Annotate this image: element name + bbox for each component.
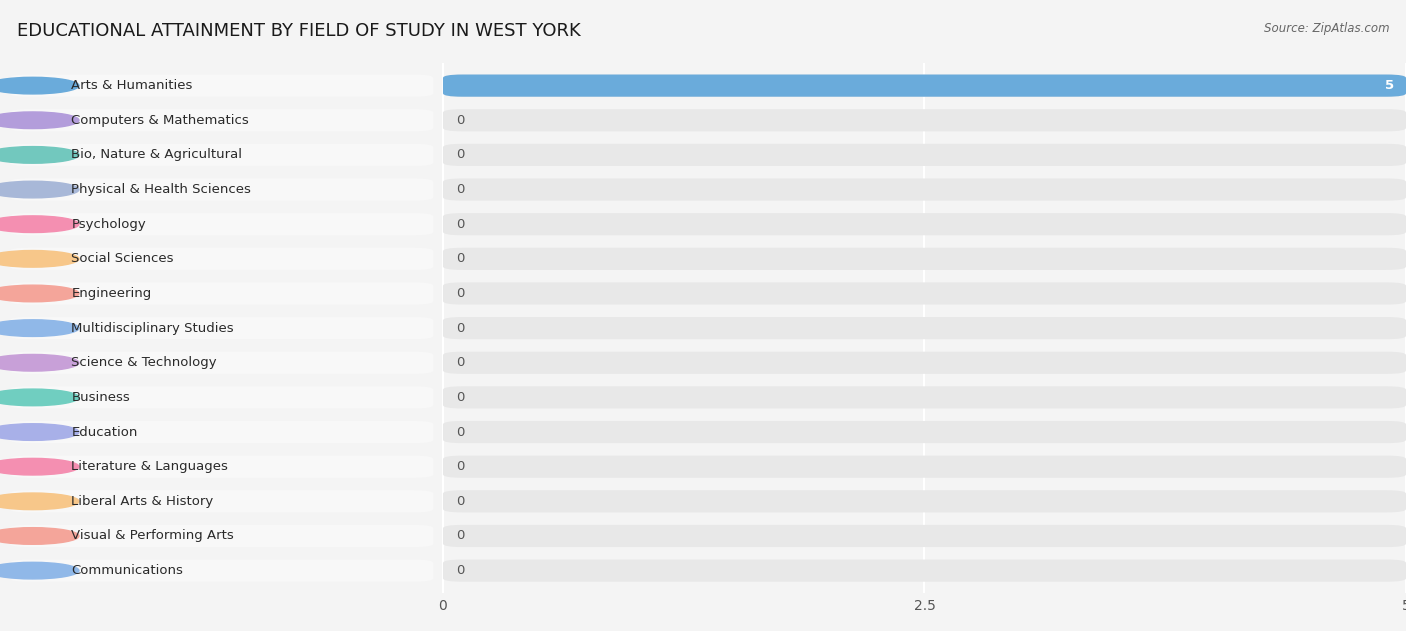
Text: Visual & Performing Arts: Visual & Performing Arts bbox=[72, 529, 233, 543]
Text: 5: 5 bbox=[1385, 79, 1395, 92]
FancyBboxPatch shape bbox=[10, 421, 433, 443]
FancyBboxPatch shape bbox=[0, 351, 1406, 375]
Text: Literature & Languages: Literature & Languages bbox=[72, 460, 228, 473]
FancyBboxPatch shape bbox=[0, 420, 1406, 444]
Circle shape bbox=[0, 424, 79, 440]
FancyBboxPatch shape bbox=[0, 386, 1406, 409]
FancyBboxPatch shape bbox=[10, 144, 433, 166]
Circle shape bbox=[0, 389, 79, 406]
FancyBboxPatch shape bbox=[10, 560, 433, 582]
FancyBboxPatch shape bbox=[443, 248, 1406, 270]
Circle shape bbox=[0, 320, 79, 336]
Text: Multidisciplinary Studies: Multidisciplinary Studies bbox=[72, 322, 233, 334]
Text: 0: 0 bbox=[457, 322, 465, 334]
Text: Communications: Communications bbox=[72, 564, 183, 577]
FancyBboxPatch shape bbox=[443, 213, 1406, 235]
Text: Liberal Arts & History: Liberal Arts & History bbox=[72, 495, 214, 508]
FancyBboxPatch shape bbox=[443, 74, 1406, 97]
FancyBboxPatch shape bbox=[443, 490, 1406, 512]
Text: Bio, Nature & Agricultural: Bio, Nature & Agricultural bbox=[72, 148, 242, 162]
FancyBboxPatch shape bbox=[10, 179, 433, 201]
Text: 0: 0 bbox=[457, 287, 465, 300]
Text: Engineering: Engineering bbox=[72, 287, 152, 300]
Text: 0: 0 bbox=[457, 425, 465, 439]
FancyBboxPatch shape bbox=[443, 351, 1406, 374]
FancyBboxPatch shape bbox=[10, 248, 433, 270]
Text: 0: 0 bbox=[457, 495, 465, 508]
FancyBboxPatch shape bbox=[10, 386, 433, 408]
FancyBboxPatch shape bbox=[10, 490, 433, 512]
Circle shape bbox=[0, 355, 79, 371]
Text: 0: 0 bbox=[457, 148, 465, 162]
Text: Science & Technology: Science & Technology bbox=[72, 357, 217, 369]
FancyBboxPatch shape bbox=[443, 179, 1406, 201]
Circle shape bbox=[0, 251, 79, 267]
FancyBboxPatch shape bbox=[0, 143, 1406, 167]
FancyBboxPatch shape bbox=[443, 144, 1406, 166]
FancyBboxPatch shape bbox=[0, 490, 1406, 513]
FancyBboxPatch shape bbox=[0, 178, 1406, 201]
Circle shape bbox=[0, 528, 79, 545]
Circle shape bbox=[0, 562, 79, 579]
FancyBboxPatch shape bbox=[0, 559, 1406, 582]
FancyBboxPatch shape bbox=[443, 421, 1406, 443]
FancyBboxPatch shape bbox=[0, 109, 1406, 132]
Text: Business: Business bbox=[72, 391, 129, 404]
Circle shape bbox=[0, 146, 79, 163]
FancyBboxPatch shape bbox=[0, 316, 1406, 340]
Circle shape bbox=[0, 458, 79, 475]
Text: 0: 0 bbox=[457, 357, 465, 369]
FancyBboxPatch shape bbox=[10, 317, 433, 339]
Text: EDUCATIONAL ATTAINMENT BY FIELD OF STUDY IN WEST YORK: EDUCATIONAL ATTAINMENT BY FIELD OF STUDY… bbox=[17, 22, 581, 40]
FancyBboxPatch shape bbox=[0, 213, 1406, 236]
FancyBboxPatch shape bbox=[443, 560, 1406, 582]
FancyBboxPatch shape bbox=[0, 455, 1406, 478]
FancyBboxPatch shape bbox=[10, 109, 433, 131]
Text: 0: 0 bbox=[457, 460, 465, 473]
FancyBboxPatch shape bbox=[443, 456, 1406, 478]
Text: 0: 0 bbox=[457, 529, 465, 543]
Text: Source: ZipAtlas.com: Source: ZipAtlas.com bbox=[1264, 22, 1389, 35]
FancyBboxPatch shape bbox=[0, 247, 1406, 271]
Text: Arts & Humanities: Arts & Humanities bbox=[72, 79, 193, 92]
Text: Social Sciences: Social Sciences bbox=[72, 252, 174, 265]
Text: 0: 0 bbox=[457, 564, 465, 577]
FancyBboxPatch shape bbox=[0, 281, 1406, 305]
Text: Physical & Health Sciences: Physical & Health Sciences bbox=[72, 183, 252, 196]
FancyBboxPatch shape bbox=[443, 317, 1406, 339]
Text: 0: 0 bbox=[457, 252, 465, 265]
Circle shape bbox=[0, 112, 79, 129]
FancyBboxPatch shape bbox=[10, 283, 433, 305]
Circle shape bbox=[0, 285, 79, 302]
Text: 0: 0 bbox=[457, 218, 465, 231]
Text: Psychology: Psychology bbox=[72, 218, 146, 231]
FancyBboxPatch shape bbox=[10, 213, 433, 235]
Circle shape bbox=[0, 216, 79, 232]
FancyBboxPatch shape bbox=[0, 524, 1406, 548]
Circle shape bbox=[0, 78, 79, 94]
Text: Computers & Mathematics: Computers & Mathematics bbox=[72, 114, 249, 127]
Circle shape bbox=[0, 493, 79, 510]
Circle shape bbox=[0, 181, 79, 198]
FancyBboxPatch shape bbox=[443, 283, 1406, 305]
Text: 0: 0 bbox=[457, 183, 465, 196]
FancyBboxPatch shape bbox=[443, 386, 1406, 408]
FancyBboxPatch shape bbox=[443, 74, 1406, 97]
FancyBboxPatch shape bbox=[0, 74, 1406, 97]
Text: 0: 0 bbox=[457, 114, 465, 127]
FancyBboxPatch shape bbox=[10, 74, 433, 97]
FancyBboxPatch shape bbox=[10, 456, 433, 478]
Text: Education: Education bbox=[72, 425, 138, 439]
FancyBboxPatch shape bbox=[10, 525, 433, 547]
Text: 0: 0 bbox=[457, 391, 465, 404]
FancyBboxPatch shape bbox=[443, 525, 1406, 547]
FancyBboxPatch shape bbox=[443, 109, 1406, 131]
FancyBboxPatch shape bbox=[10, 351, 433, 374]
